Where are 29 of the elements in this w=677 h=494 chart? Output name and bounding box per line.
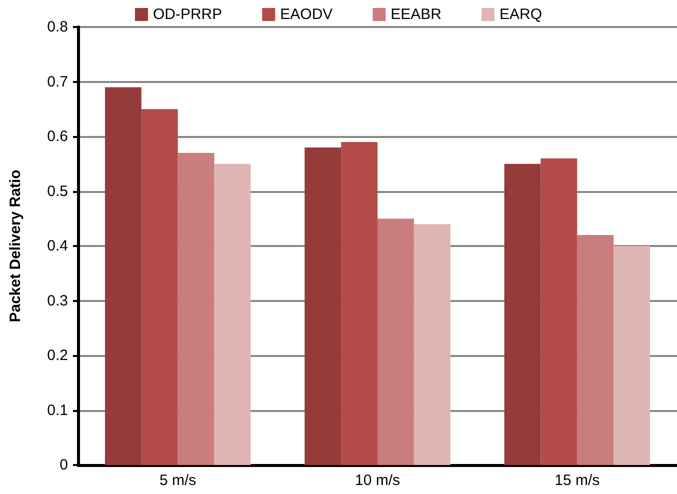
legend-label: OD-PRRP — [152, 6, 222, 23]
y-tick-label: 0.4 — [47, 238, 68, 254]
bar — [304, 147, 342, 465]
x-tick-label: 10 m/s — [354, 472, 400, 489]
bar — [178, 152, 214, 465]
bar — [141, 109, 178, 465]
y-tick-label: 0.2 — [47, 347, 68, 364]
y-tick-label: 0.7 — [47, 73, 68, 90]
bar — [378, 218, 414, 465]
bar — [504, 164, 541, 465]
bar — [614, 246, 650, 465]
legend-label: EEABR — [390, 6, 442, 23]
y-tick-label: 0 — [60, 456, 68, 474]
bar — [540, 158, 578, 465]
x-tick-label: 5 m/s — [159, 472, 196, 489]
x-tick-label: 15 m/s — [554, 472, 600, 489]
y-tick-label: 0.6 — [47, 128, 68, 145]
bar — [104, 87, 142, 465]
bar — [577, 235, 614, 465]
legend-label: EARQ — [500, 6, 542, 23]
y-tick-label: 0.8 — [47, 18, 68, 36]
y-tick-label: 0.1 — [47, 402, 68, 419]
y-axis-title: Packet Delivery Ratio — [7, 170, 24, 322]
bar — [341, 142, 378, 465]
bar — [214, 164, 251, 465]
legend-label: EAODV — [280, 6, 333, 23]
y-tick-label: 0.5 — [47, 182, 68, 200]
bar — [414, 224, 450, 465]
y-tick-label: 0.3 — [47, 292, 68, 310]
